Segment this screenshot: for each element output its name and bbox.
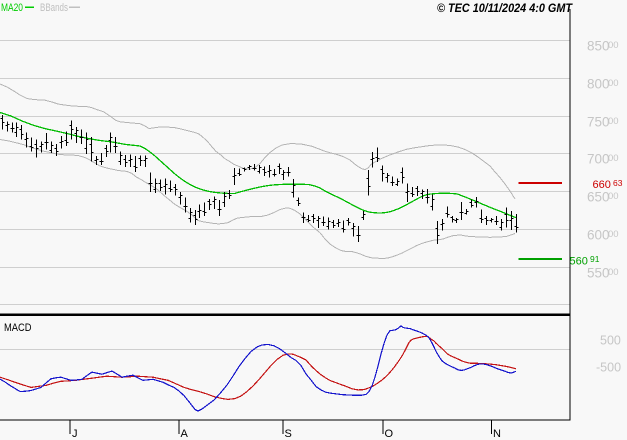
- svg-text:700: 700: [587, 152, 610, 167]
- svg-text:800: 800: [587, 77, 610, 92]
- svg-text:BBands: BBands: [40, 2, 68, 14]
- svg-text:91: 91: [590, 254, 600, 264]
- svg-text:00: 00: [608, 267, 619, 278]
- svg-text:650: 650: [587, 190, 610, 205]
- svg-text:600: 600: [587, 228, 610, 243]
- svg-text:500: 500: [600, 334, 621, 348]
- svg-text:MA20: MA20: [1, 2, 23, 14]
- svg-text:560: 560: [570, 255, 588, 267]
- svg-text:N: N: [493, 428, 501, 440]
- svg-text:850: 850: [587, 39, 610, 54]
- svg-text:63: 63: [613, 178, 623, 188]
- svg-text:00: 00: [608, 153, 619, 164]
- svg-text:MACD: MACD: [4, 322, 32, 334]
- svg-text:00: 00: [608, 116, 619, 127]
- svg-text:A: A: [181, 428, 189, 440]
- svg-text:00: 00: [608, 229, 619, 240]
- svg-text:00: 00: [608, 78, 619, 89]
- svg-text:00: 00: [608, 40, 619, 51]
- svg-text:660: 660: [593, 179, 611, 191]
- svg-text:-500: -500: [596, 361, 621, 375]
- svg-text:© TEC 10/11/2024 4:0 GMT: © TEC 10/11/2024 4:0 GMT: [437, 3, 573, 15]
- svg-text:O: O: [385, 428, 394, 440]
- svg-text:J: J: [72, 428, 78, 440]
- svg-text:S: S: [285, 428, 292, 440]
- svg-text:550: 550: [587, 266, 610, 281]
- svg-text:00: 00: [608, 191, 619, 202]
- svg-text:750: 750: [587, 115, 610, 130]
